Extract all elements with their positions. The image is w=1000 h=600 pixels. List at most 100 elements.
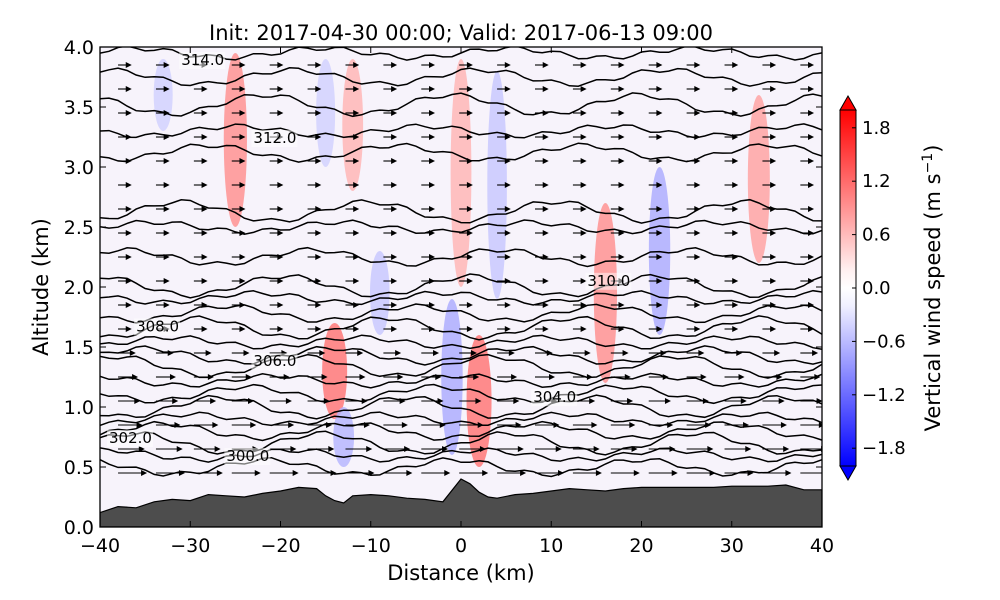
contour-label-0: 314.0 (181, 51, 224, 69)
wind-vector-158 (345, 278, 360, 284)
contour-label-2: 310.0 (587, 272, 630, 290)
wind-vector-40 (193, 422, 219, 428)
wind-vector-120 (345, 326, 360, 332)
wind-vector-64 (383, 398, 406, 404)
x-tick-label-3: −10 (351, 535, 391, 557)
wind-vector-133 (118, 302, 132, 308)
wind-vector-172 (155, 254, 170, 260)
x-tick-label-2: −20 (260, 535, 300, 557)
wind-vector-229 (155, 182, 170, 188)
wind-vector-254 (383, 158, 398, 164)
wind-vector-108 (610, 350, 629, 356)
wind-vector-200 (497, 230, 511, 236)
wind-vector-196 (345, 230, 360, 236)
wind-vector-74 (762, 398, 785, 404)
wind-vector-235 (383, 182, 398, 188)
wind-vector-224 (686, 206, 701, 212)
wind-band-1 (322, 323, 348, 419)
wind-vector-274 (421, 134, 435, 140)
wind-vector-185 (648, 254, 663, 260)
wind-vector-5 (307, 470, 337, 476)
wind-vector-259 (572, 158, 587, 164)
wind-vector-134 (155, 302, 170, 308)
wind-vector-17 (762, 470, 792, 476)
wind-vector-52 (648, 422, 674, 428)
wind-vector-141 (421, 302, 435, 308)
wind-vector-212 (231, 206, 246, 212)
wind-vector-36 (762, 446, 790, 452)
wind-vector-23 (269, 446, 297, 452)
wind-vector-249 (193, 158, 208, 164)
wind-vector-180 (459, 254, 473, 260)
wind-vector-145 (572, 302, 587, 308)
isentrope-12 (100, 334, 822, 350)
wind-vector-248 (155, 158, 170, 164)
wind-vector-280 (648, 134, 663, 140)
wind-vector-271 (307, 134, 322, 140)
wind-vector-312 (421, 86, 435, 92)
wind-vector-45 (383, 422, 408, 428)
wind-vector-102 (383, 350, 402, 356)
isentrope-13 (100, 345, 822, 366)
wind-band-6 (747, 95, 770, 263)
y-tick-label-6: 3.0 (64, 157, 94, 179)
wind-vector-92 (724, 374, 745, 380)
wind-vector-245 (762, 182, 777, 188)
wind-vector-148 (686, 302, 701, 308)
isentrope-4 (100, 142, 822, 163)
wind-vector-321 (762, 86, 777, 92)
wind-vector-276 (497, 134, 511, 140)
wind-vector-326 (231, 62, 246, 68)
contour-label-bg-6 (107, 430, 154, 447)
wind-vector-239 (535, 182, 549, 188)
wind-vector-143 (497, 302, 511, 308)
wind-vector-170 (800, 278, 815, 284)
wind-vector-292 (383, 110, 398, 116)
cb-tick-label-3: 0.0 (862, 278, 891, 299)
wind-vector-128 (648, 326, 663, 332)
wind-vector-84 (421, 374, 442, 380)
wind-vector-85 (459, 374, 480, 380)
wind-vector-0 (118, 470, 148, 476)
wind-vector-324 (155, 62, 170, 68)
wind-vector-93 (762, 374, 783, 380)
wind-vector-8 (421, 470, 451, 476)
contour-label-1: 312.0 (253, 129, 296, 147)
isentrope-2 (100, 92, 822, 118)
wind-vector-6 (345, 470, 375, 476)
wind-vector-56 (800, 422, 822, 428)
wind-vector-63 (345, 398, 368, 404)
x-tick-label-0: −40 (80, 535, 120, 557)
wind-vector-307 (231, 86, 246, 92)
wind-vector-126 (572, 326, 587, 332)
wind-vector-146 (610, 302, 625, 308)
y-tick-label-8: 4.0 (64, 37, 94, 59)
isentrope-21 (100, 447, 822, 463)
wind-vector-318 (648, 86, 663, 92)
wind-vector-304 (118, 86, 132, 92)
wind-vector-88 (572, 374, 593, 380)
x-axis-label: Distance (km) (387, 561, 535, 585)
wind-vector-234 (345, 182, 360, 188)
isentrope-19 (100, 420, 822, 442)
wind-vector-76 (118, 374, 139, 380)
wind-vector-309 (307, 86, 322, 92)
wind-vector-215 (345, 206, 360, 212)
wind-vector-163 (535, 278, 549, 284)
wind-vector-228 (118, 182, 132, 188)
wind-vector-140 (383, 302, 398, 308)
wind-vector-96 (155, 350, 174, 356)
wind-vector-231 (231, 182, 246, 188)
wind-vector-338 (686, 62, 701, 68)
wind-vector-218 (459, 206, 473, 212)
plot-area (100, 47, 822, 527)
wind-vector-298 (610, 110, 625, 116)
wind-vector-246 (800, 182, 815, 188)
wind-vector-330 (383, 62, 398, 68)
x-tick-label-5: 10 (539, 535, 563, 557)
wind-vector-302 (762, 110, 777, 116)
wind-vector-315 (535, 86, 549, 92)
x-tick-label-1: −30 (170, 535, 210, 557)
wind-vector-173 (193, 254, 208, 260)
